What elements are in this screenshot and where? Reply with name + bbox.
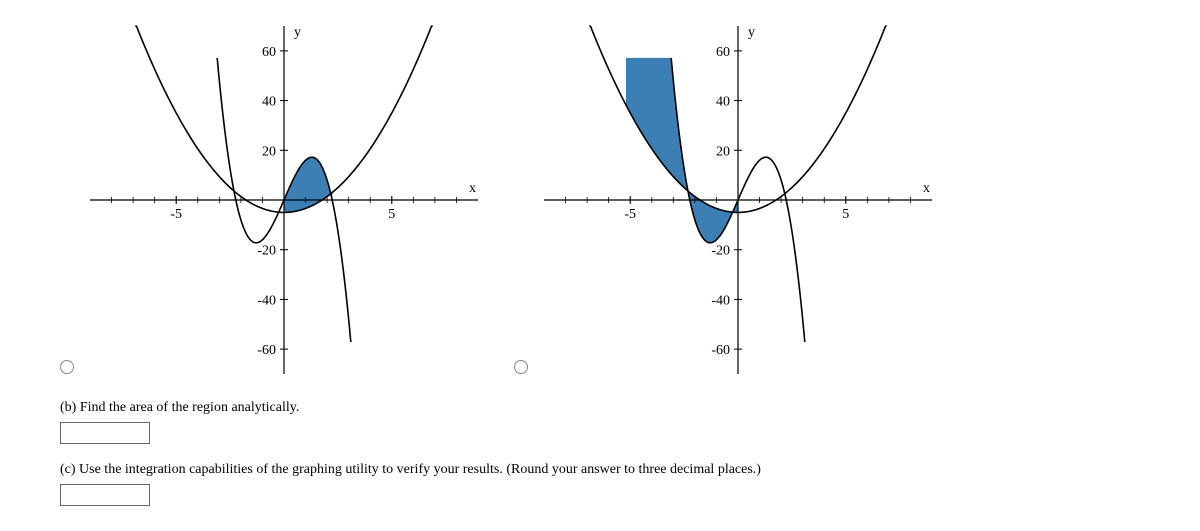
svg-text:20: 20	[262, 144, 276, 159]
chart-left: -5 5 -60 -40 -20 20 40 60 x y	[84, 20, 484, 380]
answer-input-b[interactable]	[60, 422, 150, 444]
svg-text:-20: -20	[711, 244, 730, 259]
chart-option-right[interactable]: -5 5 -60 -40 -20 20 40 60 x y	[514, 20, 938, 380]
svg-text:20: 20	[716, 144, 730, 159]
svg-text:60: 60	[716, 45, 730, 60]
question-c-text: (c) Use the integration capabilities of …	[60, 462, 1140, 478]
svg-text:x: x	[469, 181, 476, 196]
svg-text:-60: -60	[711, 343, 730, 358]
svg-text:40: 40	[716, 95, 730, 110]
svg-text:-5: -5	[170, 207, 182, 222]
svg-text:-40: -40	[711, 293, 730, 308]
question-b: (b) Find the area of the region analytic…	[60, 400, 1140, 444]
svg-text:40: 40	[262, 95, 276, 110]
charts-row: -5 5 -60 -40 -20 20 40 60 x y -5 5 -60 -40 -20 20 40 60 x…	[60, 20, 1140, 380]
svg-text:60: 60	[262, 45, 276, 60]
svg-text:y: y	[748, 25, 755, 40]
svg-text:-60: -60	[257, 343, 276, 358]
svg-text:y: y	[294, 25, 301, 40]
svg-text:-20: -20	[257, 244, 276, 259]
answer-input-c[interactable]	[60, 484, 150, 506]
question-b-text: (b) Find the area of the region analytic…	[60, 400, 1140, 416]
chart-option-left[interactable]: -5 5 -60 -40 -20 20 40 60 x y	[60, 20, 484, 380]
svg-text:-5: -5	[624, 207, 636, 222]
radio-right[interactable]	[514, 360, 528, 374]
chart-right: -5 5 -60 -40 -20 20 40 60 x y	[538, 20, 938, 380]
radio-left[interactable]	[60, 360, 74, 374]
question-c: (c) Use the integration capabilities of …	[60, 462, 1140, 506]
svg-text:x: x	[923, 181, 930, 196]
svg-text:5: 5	[388, 207, 395, 222]
svg-text:5: 5	[842, 207, 849, 222]
svg-text:-40: -40	[257, 293, 276, 308]
